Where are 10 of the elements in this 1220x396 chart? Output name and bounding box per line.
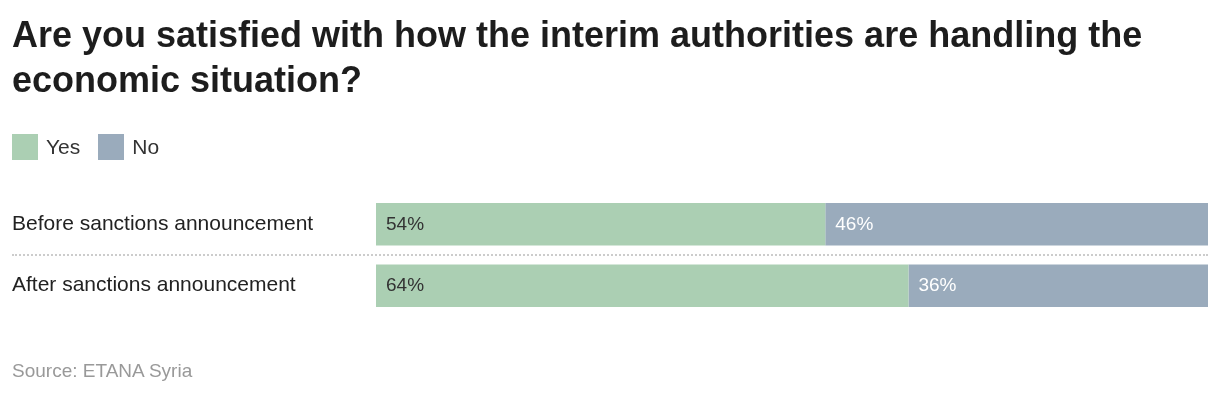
data-label: 54% bbox=[386, 212, 425, 234]
legend-label: Yes bbox=[46, 135, 81, 159]
data-label: 64% bbox=[386, 273, 425, 295]
y-tick-label: After sanctions announcement bbox=[12, 272, 296, 296]
data-label: 46% bbox=[835, 212, 874, 234]
data-label: 36% bbox=[918, 273, 957, 295]
legend-label: No bbox=[132, 135, 160, 159]
source-note: Source: ETANA Syria bbox=[12, 360, 193, 382]
y-tick-label: Before sanctions announcement bbox=[12, 211, 314, 235]
chart-title: Are you satisfied with how the interim authorities are handling the economic situation? bbox=[12, 13, 1144, 102]
